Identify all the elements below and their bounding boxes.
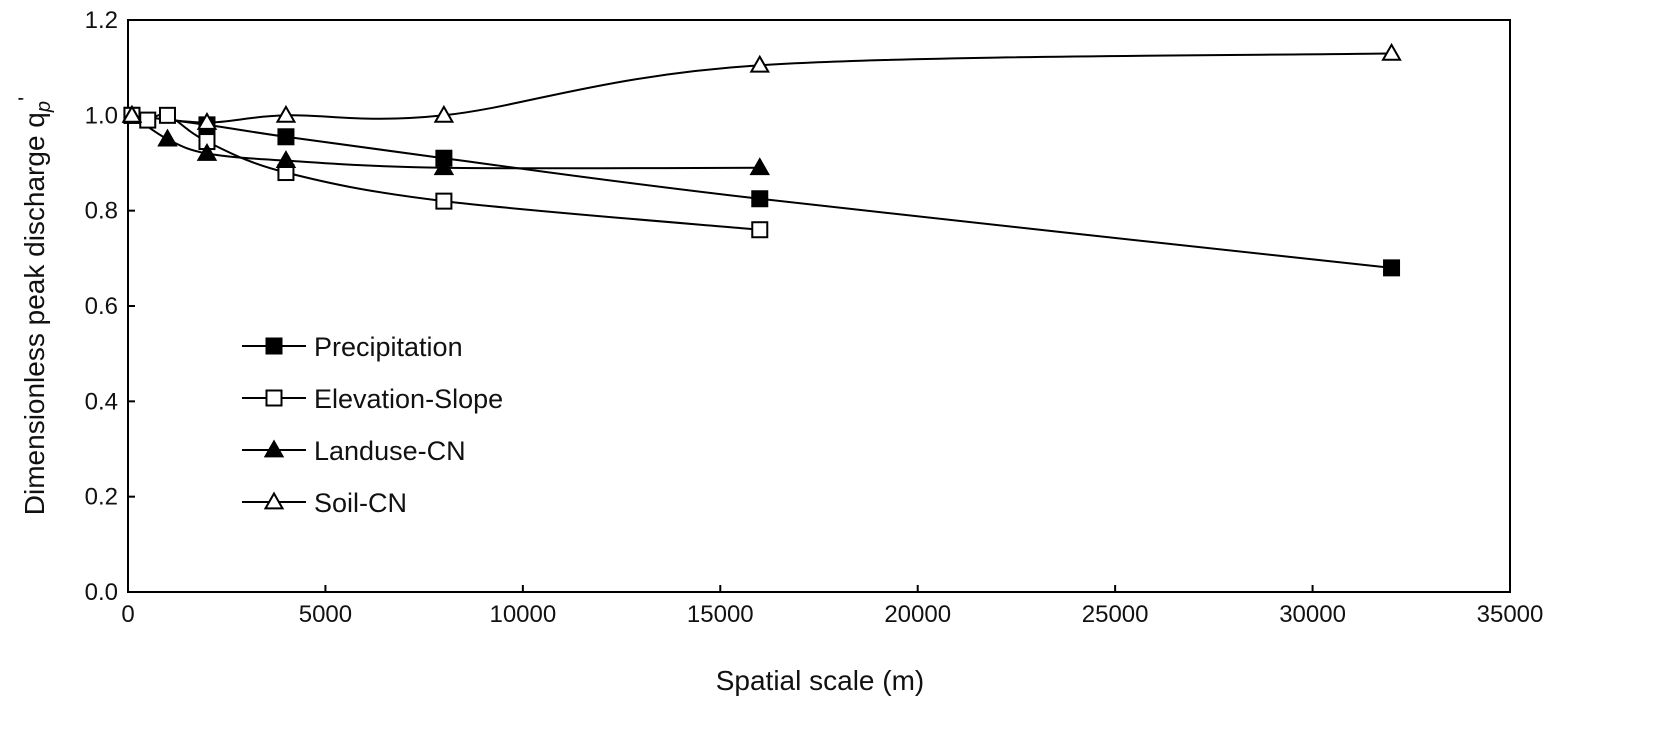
legend-marker-precipitation	[265, 337, 283, 355]
data-point-elevation-slope	[139, 111, 157, 129]
data-point-landuse-cn	[275, 150, 297, 168]
data-point-precipitation	[277, 128, 295, 146]
legend: Precipitation Elevation-Slope Landuse-CN So…	[242, 332, 503, 518]
series-markers	[121, 42, 1402, 277]
series-line-soil-cn	[131, 52, 1392, 124]
data-point-soil-cn	[196, 111, 218, 130]
data-point-elevation-slope	[435, 192, 453, 210]
data-point-landuse-cn	[157, 128, 178, 147]
data-point-landuse-cn	[749, 157, 770, 176]
y-axis-title: Dimensionless peak discharge qp'	[14, 97, 55, 515]
data-point-soil-cn	[749, 54, 770, 73]
y-axis-title-subscript: p	[33, 101, 55, 113]
data-point-soil-cn	[1381, 42, 1402, 61]
x-axis-title: Spatial scale (m)	[716, 665, 925, 696]
legend-label-landuse-cn: Landuse-CN	[314, 436, 466, 466]
y-tick-label: 1.2	[85, 7, 118, 34]
data-point-elevation-slope	[751, 221, 769, 239]
x-tick-label: 15000	[687, 601, 754, 628]
legend-marker-elevation-slope	[265, 389, 283, 407]
y-axis-title-main: Dimensionless peak discharge q	[19, 112, 50, 515]
x-tick-label: 35000	[1477, 601, 1544, 628]
y-tick-label: 0.2	[85, 484, 118, 511]
data-point-precipitation	[1383, 259, 1401, 277]
data-point-landuse-cn	[196, 142, 218, 161]
data-point-soil-cn	[121, 104, 143, 123]
data-point-soil-cn	[433, 104, 455, 123]
y-tick-label: 0.0	[85, 579, 118, 606]
data-point-elevation-slope	[158, 106, 176, 124]
axis-ticks: 0 5000 10000 15000 20000 25000 30000 35000 0.0 0.…	[85, 7, 1544, 628]
x-tick-label: 20000	[884, 601, 951, 628]
legend-marker-soil-cn	[263, 491, 285, 510]
legend-label-elevation-slope: Elevation-Slope	[314, 384, 503, 414]
data-point-precipitation	[751, 190, 769, 208]
x-tick-label: 10000	[489, 601, 556, 628]
y-axis-title-prime: '	[14, 97, 39, 101]
data-point-soil-cn	[275, 104, 297, 123]
x-tick-label: 5000	[299, 601, 352, 628]
x-tick-label: 30000	[1279, 601, 1346, 628]
y-tick-label: 0.4	[85, 388, 118, 415]
series-line-precipitation	[131, 114, 1392, 269]
legend-marker-landuse-cn	[263, 439, 285, 458]
y-tick-label: 0.6	[85, 293, 118, 320]
legend-label-soil-cn: Soil-CN	[314, 488, 407, 518]
x-tick-label: 0	[121, 601, 134, 628]
y-tick-label: 1.0	[85, 102, 118, 129]
y-tick-label: 0.8	[85, 198, 118, 225]
x-tick-label: 25000	[1082, 601, 1149, 628]
data-point-landuse-cn	[433, 157, 455, 176]
legend-label-precipitation: Precipitation	[314, 332, 463, 362]
